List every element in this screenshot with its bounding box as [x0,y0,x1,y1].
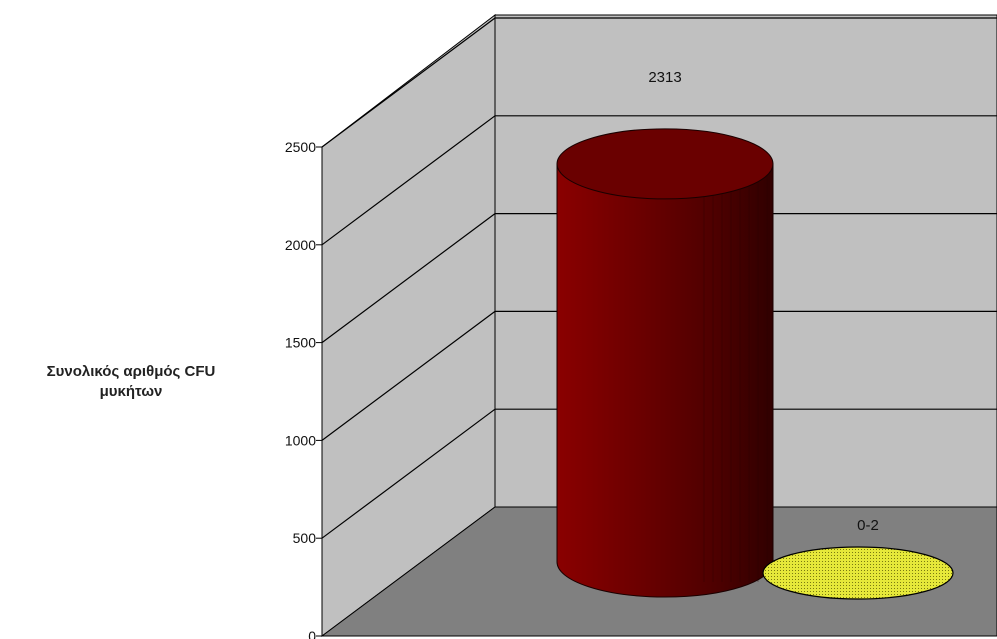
tick-label: 1500 [285,335,316,351]
tick-label: 500 [293,530,317,546]
tick-label: 2000 [285,237,316,253]
bar-1-top [556,128,774,200]
tick-label: 2500 [285,139,316,155]
gridline-side [321,310,496,441]
bar-1-body [556,163,774,598]
y-axis-label: Συνολικός αριθμός CFU μυκήτων [0,362,262,402]
data-label-2: 0-2 [857,517,879,534]
bar-2 [762,546,954,600]
bar-1 [556,128,774,598]
y-axis-ticks: 0 500 1000 1500 2000 2500 [285,139,322,639]
bar-2-top [762,546,954,600]
y-axis-label-line-2: μυκήτων [99,383,163,400]
tick-label: 0 [308,628,316,639]
data-label-1: 2313 [648,69,681,86]
gridline-side [321,213,496,344]
tick-label: 1000 [285,432,316,448]
bars [556,128,954,600]
gridline-side [321,17,496,148]
gridline-side [321,408,496,539]
y-axis-label-line-1: Συνολικός αριθμός CFU [46,363,216,380]
gridline-side [321,115,496,246]
data-labels: 2313 0-2 [648,69,879,534]
